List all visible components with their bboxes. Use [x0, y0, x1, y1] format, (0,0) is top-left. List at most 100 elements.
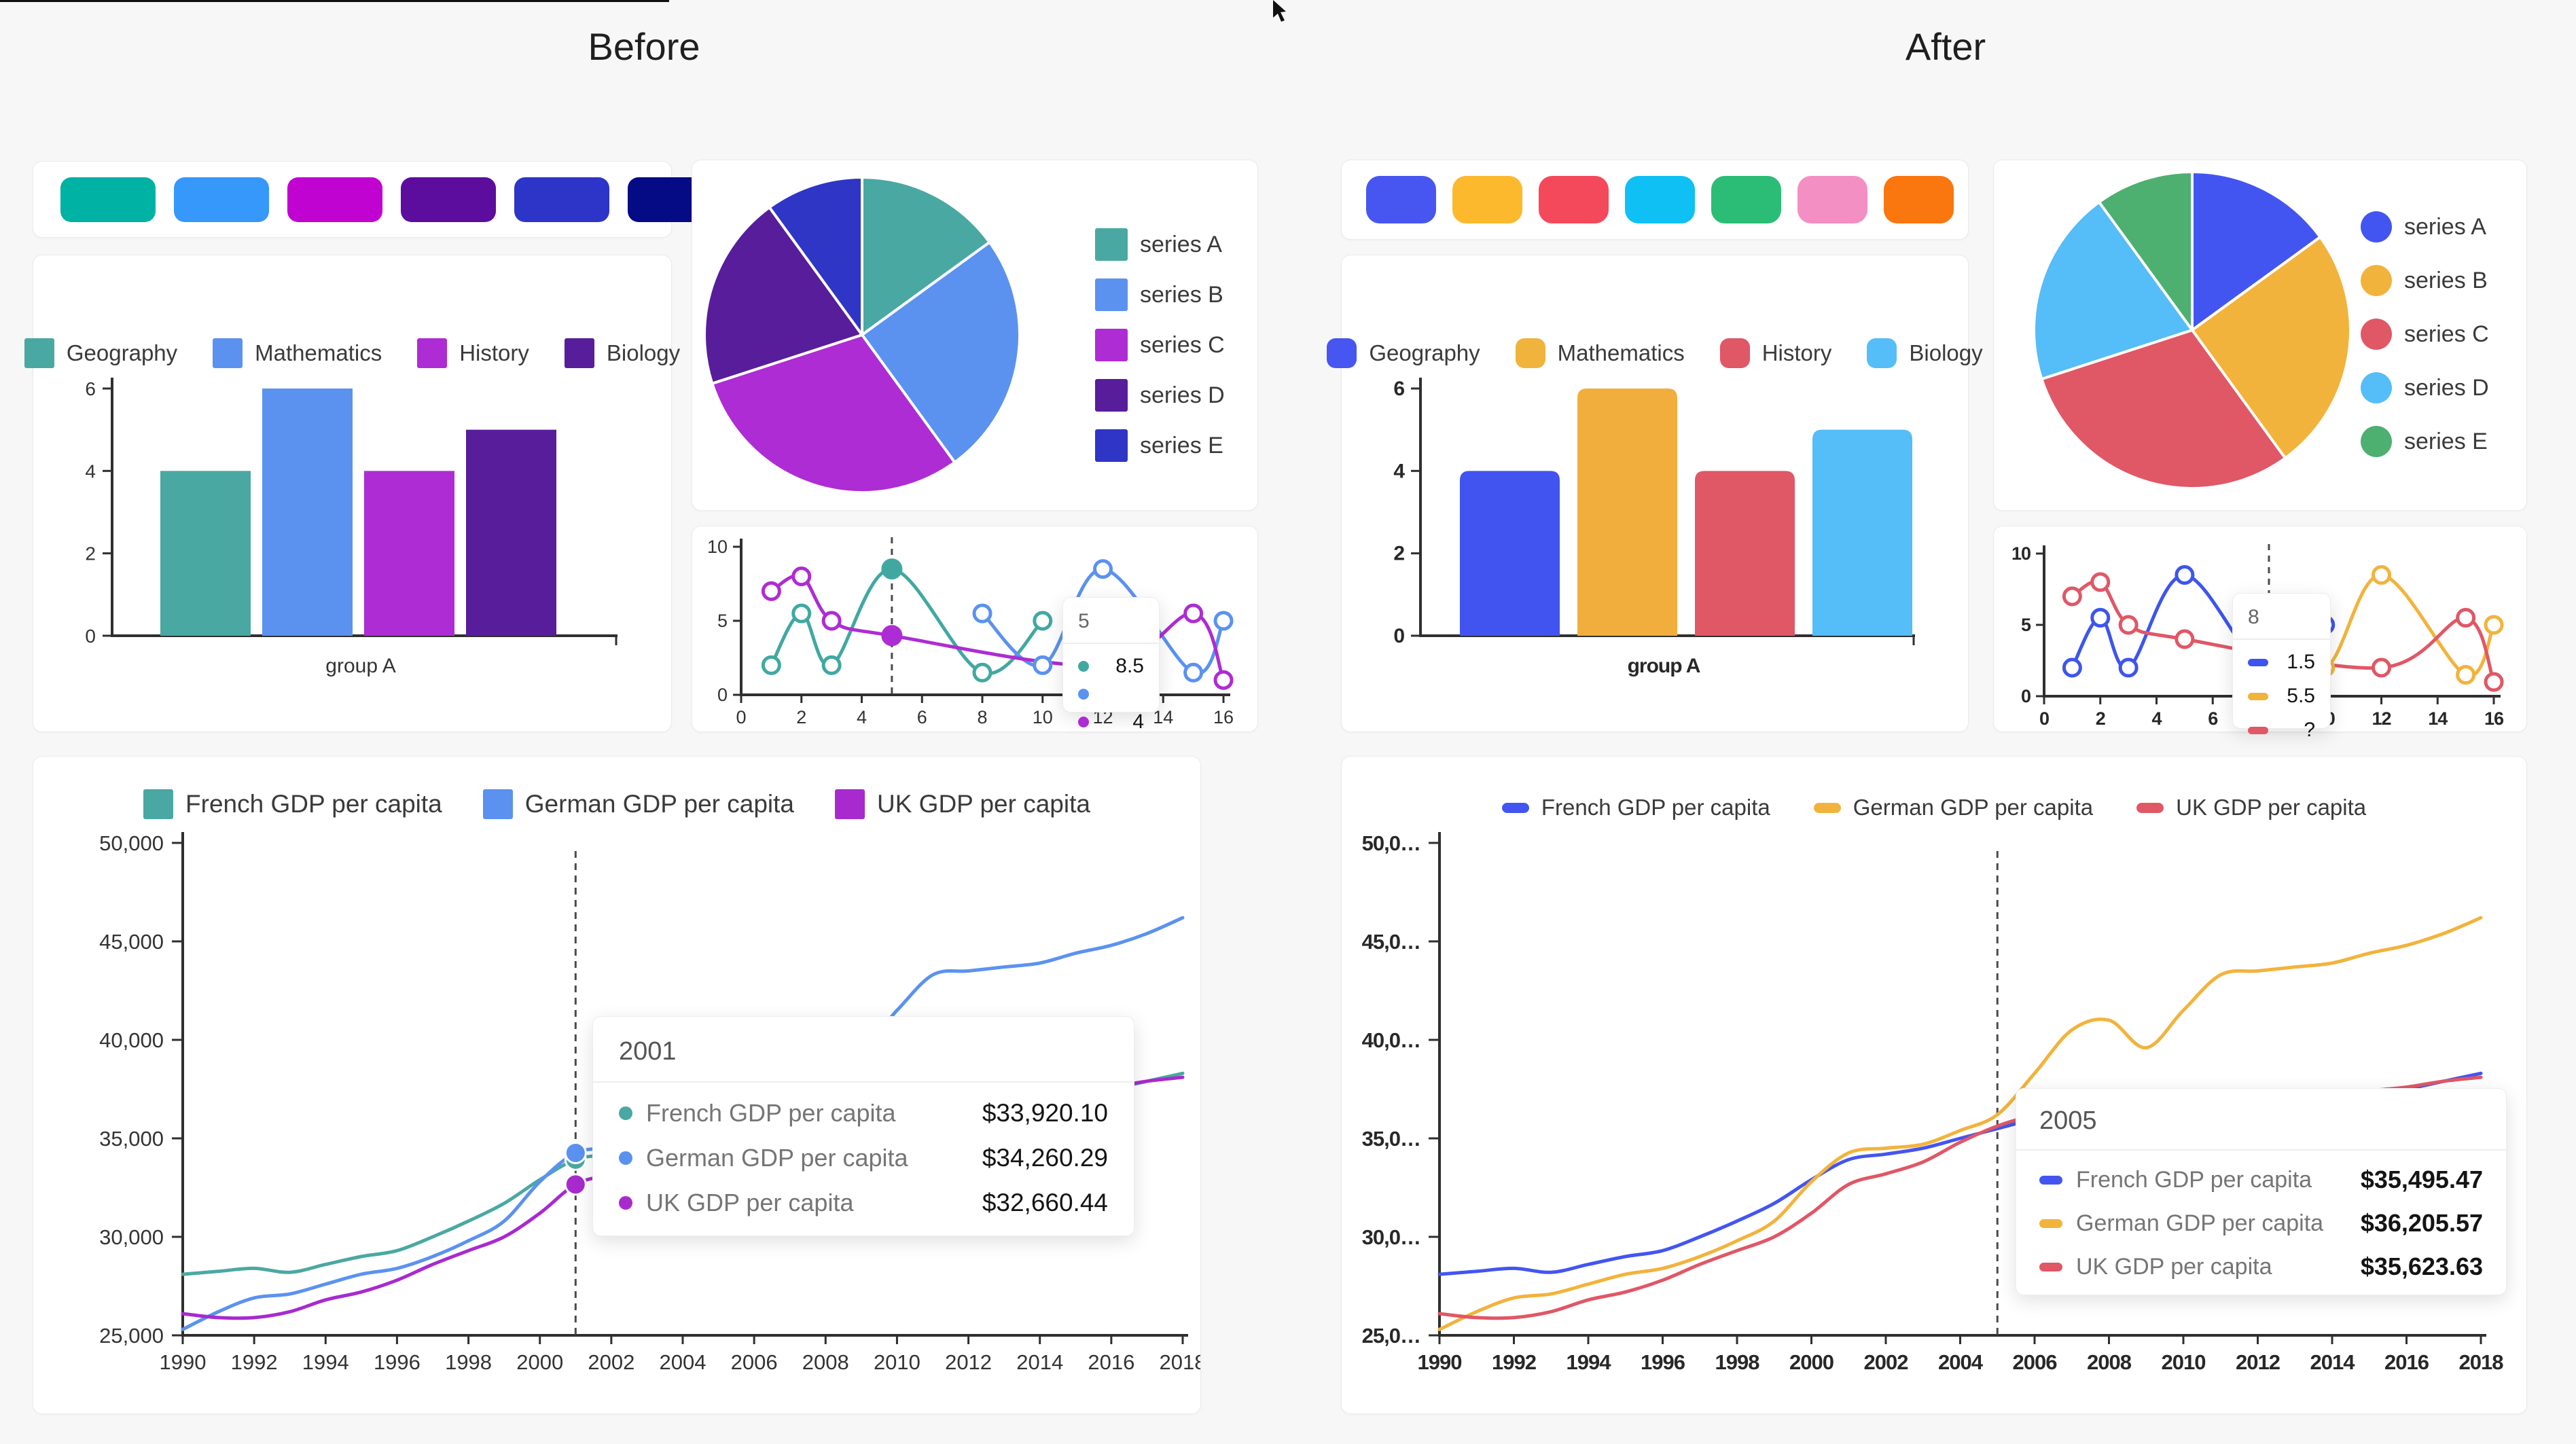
- legend-item-german-gdp-per-capita[interactable]: German GDP per capita: [1813, 795, 2094, 820]
- legend-item-german-gdp-per-capita[interactable]: German GDP per capita: [482, 789, 794, 819]
- pie-chart-before[interactable]: [692, 160, 1257, 510]
- svg-text:1990: 1990: [160, 1350, 207, 1374]
- series-dot-icon: [619, 1151, 632, 1165]
- legend-label: History: [1761, 340, 1832, 365]
- legend-marker-icon: [1095, 228, 1128, 261]
- gdp-chart-card-before: French GDP per capita German GDP per capi…: [33, 756, 1201, 1414]
- tooltip-value: 8.5: [1115, 655, 1144, 677]
- legend-item-biology[interactable]: Biology: [564, 338, 680, 368]
- tooltip-value: $34,260.29: [982, 1144, 1108, 1172]
- legend-label: series A: [1140, 231, 1222, 257]
- legend-marker-icon: [834, 789, 865, 819]
- legend-item-history[interactable]: History: [1719, 338, 1832, 368]
- legend-item-uk-gdp-per-capita[interactable]: UK GDP per capita: [2136, 795, 2366, 820]
- legend-item-series-d[interactable]: series D: [1095, 379, 1225, 412]
- tooltip-value: 5.5: [2287, 685, 2315, 707]
- legend-item-series-d[interactable]: series D: [2361, 372, 2489, 403]
- bar-chart-after[interactable]: 0 2 4 6 group A: [1342, 255, 1968, 732]
- legend-label: series A: [2404, 213, 2486, 240]
- gdp-chart-legend-after: French GDP per capita German GDP per capi…: [1342, 795, 2526, 820]
- tooltip-row: UK GDP per capita $32,660.44: [619, 1189, 1108, 1217]
- pie-chart-after[interactable]: [1994, 160, 2526, 510]
- legend-item-series-c[interactable]: series C: [1095, 329, 1225, 361]
- tooltip-label: UK GDP per capita: [2076, 1253, 2272, 1280]
- legend-item-geography[interactable]: Geography: [1327, 338, 1480, 368]
- svg-text:2: 2: [85, 543, 96, 564]
- svg-text:1992: 1992: [231, 1350, 278, 1374]
- svg-text:4: 4: [85, 461, 96, 482]
- legend-item-geography[interactable]: Geography: [24, 338, 177, 368]
- svg-text:1996: 1996: [374, 1350, 421, 1374]
- pie-chart-legend-after: series A series B series C series D series E: [2361, 211, 2489, 457]
- gdp-tooltip-after: 2005 French GDP per capita $35,495.47 Ge…: [2016, 1088, 2507, 1295]
- bar-chart-before[interactable]: 0 2 4 6 group A: [33, 255, 671, 732]
- tooltip-label: German GDP per capita: [646, 1144, 908, 1172]
- legend-item-uk-gdp-per-capita[interactable]: UK GDP per capita: [834, 789, 1090, 819]
- legend-marker-icon: [213, 338, 243, 368]
- svg-text:2016: 2016: [2384, 1350, 2429, 1374]
- legend-label: series E: [1140, 432, 1223, 458]
- tooltip-row: 5.5: [2248, 685, 2315, 708]
- mini-line-chart-card-before: 0 5 10 0 2 4 6 8 10 12 14 16 5 8.5 4: [692, 526, 1258, 734]
- legend-item-mathematics[interactable]: Mathematics: [1515, 338, 1685, 368]
- tooltip-title: 5: [1078, 610, 1090, 632]
- tooltip-divider: [593, 1081, 1134, 1083]
- svg-text:14: 14: [2428, 708, 2448, 729]
- svg-text:45,0…: 45,0…: [1362, 930, 1420, 954]
- svg-text:2000: 2000: [1789, 1350, 1833, 1374]
- legend-label: series C: [2404, 321, 2489, 347]
- legend-label: German GDP per capita: [1853, 795, 2094, 820]
- legend-marker-icon: [24, 338, 54, 368]
- legend-item-series-a[interactable]: series A: [1095, 228, 1222, 261]
- svg-text:2008: 2008: [802, 1350, 849, 1374]
- series-line-icon: [2248, 658, 2268, 666]
- legend-item-series-e[interactable]: series E: [1095, 429, 1223, 462]
- svg-text:2018: 2018: [1160, 1350, 1200, 1374]
- svg-text:2006: 2006: [2013, 1350, 2058, 1374]
- svg-text:1994: 1994: [1567, 1350, 1612, 1374]
- tooltip-row: 4: [1078, 710, 1144, 734]
- legend-item-series-b[interactable]: series B: [1095, 278, 1223, 311]
- legend-marker-icon: [1867, 338, 1897, 368]
- legend-item-series-b[interactable]: series B: [2361, 265, 2488, 296]
- pie-chart-card-before: series A series B series C series D series E: [692, 160, 1258, 511]
- svg-text:45,000: 45,000: [99, 930, 164, 954]
- legend-label: series D: [1140, 382, 1225, 408]
- legend-item-history[interactable]: History: [417, 338, 529, 368]
- svg-text:0: 0: [736, 707, 746, 727]
- series-line-icon: [2248, 726, 2268, 734]
- svg-text:group A: group A: [1628, 655, 1700, 677]
- svg-text:0: 0: [2021, 686, 2031, 706]
- svg-text:2002: 2002: [1864, 1350, 1908, 1374]
- svg-text:2008: 2008: [2087, 1350, 2132, 1374]
- svg-text:16: 16: [1213, 707, 1234, 727]
- svg-text:30,0…: 30,0…: [1362, 1225, 1420, 1249]
- legend-marker-icon: [1719, 338, 1750, 368]
- legend-marker-icon: [2361, 265, 2392, 296]
- svg-text:2012: 2012: [2236, 1350, 2280, 1374]
- legend-marker-icon: [1095, 429, 1128, 462]
- legend-item-mathematics[interactable]: Mathematics: [213, 338, 382, 368]
- svg-text:40,0…: 40,0…: [1362, 1028, 1420, 1052]
- legend-label: French GDP per capita: [1541, 795, 1770, 820]
- palette-swatch: [1366, 176, 1436, 223]
- svg-text:50,000: 50,000: [99, 831, 164, 855]
- legend-item-series-a[interactable]: series A: [2361, 211, 2486, 242]
- legend-item-series-c[interactable]: series C: [2361, 319, 2489, 350]
- legend-item-french-gdp-per-capita[interactable]: French GDP per capita: [143, 789, 442, 819]
- legend-marker-icon: [1095, 278, 1128, 311]
- svg-text:1990: 1990: [1418, 1350, 1462, 1374]
- legend-item-french-gdp-per-capita[interactable]: French GDP per capita: [1501, 795, 1770, 820]
- legend-marker-icon: [1515, 338, 1545, 368]
- after-title: After: [1905, 25, 1986, 68]
- legend-label: UK GDP per capita: [2176, 795, 2367, 820]
- legend-marker-icon: [1501, 802, 1529, 813]
- legend-item-biology[interactable]: Biology: [1867, 338, 1983, 368]
- legend-marker-icon: [2361, 426, 2392, 457]
- svg-text:2014: 2014: [1016, 1350, 1063, 1374]
- legend-item-series-e[interactable]: series E: [2361, 426, 2488, 457]
- gdp-line-chart-after[interactable]: 25,0… 30,0… 35,0… 40,0… 45,0… 50,0… 1990 1992 19…: [1342, 757, 2526, 1413]
